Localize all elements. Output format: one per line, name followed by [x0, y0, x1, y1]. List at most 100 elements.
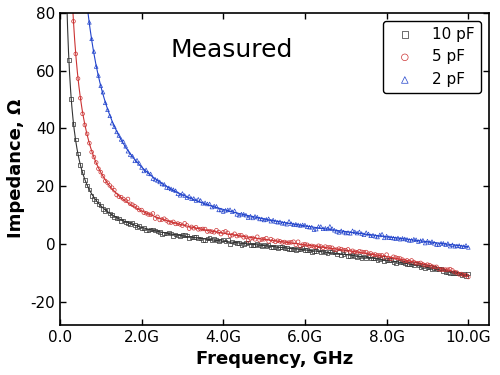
5 pF: [90, 154, 98, 160]
10 pF: [335, 249, 343, 255]
2 pF: [280, 220, 288, 226]
2 pF: [174, 191, 182, 197]
5 pF: [178, 223, 186, 229]
10 pF: [246, 242, 254, 248]
2 pF: [340, 229, 347, 235]
2 pF: [267, 218, 275, 224]
10 pF: [133, 224, 141, 230]
2 pF: [104, 107, 112, 113]
5 pF: [122, 198, 130, 204]
2 pF: [378, 231, 386, 237]
5 pF: [92, 159, 100, 165]
2 pF: [335, 230, 343, 236]
2 pF: [380, 235, 388, 241]
2 pF: [382, 233, 390, 239]
5 pF: [380, 254, 388, 260]
10 pF: [385, 257, 393, 263]
10 pF: [340, 251, 347, 257]
5 pF: [256, 237, 264, 243]
5 pF: [332, 247, 340, 253]
5 pF: [444, 267, 452, 273]
10 pF: [314, 246, 322, 252]
5 pF: [432, 264, 440, 270]
2 pF: [106, 113, 114, 119]
5 pF: [394, 255, 402, 261]
2 pF: [398, 236, 406, 242]
5 pF: [158, 216, 166, 222]
10 pF: [392, 260, 400, 266]
5 pF: [298, 242, 306, 248]
2 pF: [412, 237, 420, 243]
10 pF: [435, 266, 443, 272]
5 pF: [353, 249, 361, 255]
2 pF: [165, 185, 173, 191]
10 pF: [92, 198, 100, 204]
2 pF: [110, 124, 118, 130]
2 pF: [264, 216, 272, 222]
10 pF: [258, 243, 266, 249]
5 pF: [296, 243, 304, 249]
2 pF: [94, 72, 102, 78]
5 pF: [310, 243, 318, 249]
5 pF: [196, 226, 204, 232]
5 pF: [272, 239, 280, 245]
2 pF: [296, 222, 304, 228]
5 pF: [303, 242, 311, 248]
10 pF: [412, 260, 420, 266]
5 pF: [369, 252, 377, 258]
2 pF: [428, 238, 436, 244]
2 pF: [86, 20, 94, 26]
10 pF: [88, 193, 96, 199]
5 pF: [248, 235, 256, 241]
10 pF: [362, 255, 370, 261]
10 pF: [74, 151, 82, 157]
10 pF: [108, 212, 116, 218]
2 pF: [312, 226, 320, 232]
10 pF: [310, 248, 318, 254]
2 pF: [224, 207, 232, 213]
5 pF: [450, 269, 458, 275]
10 pF: [144, 228, 152, 234]
5 pF: [446, 266, 454, 272]
10 pF: [167, 231, 175, 237]
5 pF: [188, 224, 196, 230]
10 pF: [372, 255, 380, 261]
2 pF: [122, 143, 130, 149]
2 pF: [403, 236, 411, 242]
10 pF: [448, 270, 456, 276]
10 pF: [462, 273, 470, 279]
2 pF: [204, 201, 212, 207]
5 pF: [190, 225, 198, 231]
2 pF: [426, 240, 434, 246]
5 pF: [412, 260, 420, 266]
5 pF: [146, 212, 154, 218]
2 pF: [346, 230, 354, 236]
10 pF: [146, 226, 154, 232]
5 pF: [372, 252, 380, 258]
2 pF: [290, 222, 298, 228]
2 pF: [260, 217, 268, 223]
2 pF: [337, 228, 345, 234]
10 pF: [256, 242, 264, 248]
10 pF: [317, 249, 325, 255]
5 pF: [74, 76, 82, 82]
2 pF: [151, 176, 159, 182]
2 pF: [324, 226, 332, 232]
10 pF: [151, 228, 159, 234]
2 pF: [192, 198, 200, 204]
10 pF: [426, 264, 434, 270]
2 pF: [99, 89, 107, 95]
5 pF: [324, 244, 332, 250]
2 pF: [310, 226, 318, 232]
2 pF: [406, 237, 413, 243]
5 pF: [424, 262, 432, 268]
10 pF: [174, 232, 182, 238]
10 pF: [432, 266, 440, 272]
2 pF: [410, 236, 418, 242]
2 pF: [385, 235, 393, 241]
10 pF: [416, 264, 424, 270]
5 pF: [160, 216, 168, 222]
5 pF: [283, 240, 291, 246]
10 pF: [217, 238, 225, 244]
10 pF: [185, 235, 193, 241]
